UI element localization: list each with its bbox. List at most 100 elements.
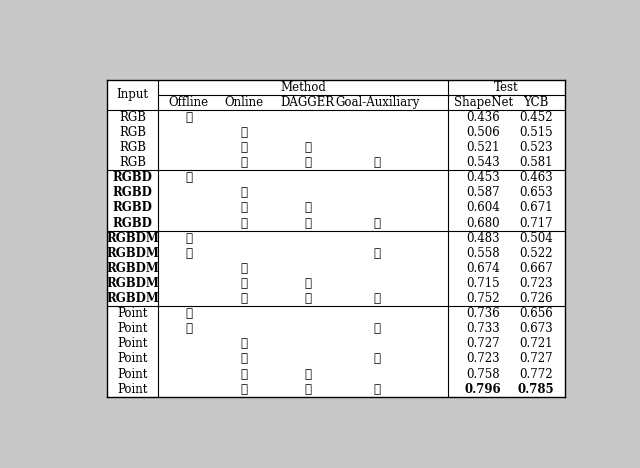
Text: ✓: ✓ <box>304 156 311 169</box>
Text: 0.452: 0.452 <box>519 111 552 124</box>
Text: 0.463: 0.463 <box>519 171 553 184</box>
Text: ✓: ✓ <box>304 201 311 214</box>
Text: ✓: ✓ <box>374 156 381 169</box>
Text: RGB: RGB <box>119 156 147 169</box>
Text: ✓: ✓ <box>240 383 247 395</box>
Text: 0.653: 0.653 <box>519 186 553 199</box>
Text: 0.721: 0.721 <box>519 337 552 351</box>
Text: ✓: ✓ <box>240 186 247 199</box>
Bar <box>108 80 565 397</box>
Text: 0.752: 0.752 <box>467 292 500 305</box>
Text: Input: Input <box>117 88 149 101</box>
Text: 0.758: 0.758 <box>467 367 500 380</box>
Text: ✓: ✓ <box>186 111 192 124</box>
Text: ✓: ✓ <box>240 126 247 139</box>
Text: 0.671: 0.671 <box>519 201 552 214</box>
Text: RGB: RGB <box>119 111 147 124</box>
Text: ✓: ✓ <box>374 383 381 395</box>
Text: ✓: ✓ <box>304 217 311 229</box>
Text: 0.587: 0.587 <box>467 186 500 199</box>
Text: 0.667: 0.667 <box>519 262 553 275</box>
Text: ✓: ✓ <box>240 201 247 214</box>
Text: 0.715: 0.715 <box>467 277 500 290</box>
Text: 0.504: 0.504 <box>519 232 553 245</box>
Text: 0.522: 0.522 <box>519 247 552 260</box>
Text: Test: Test <box>494 80 519 94</box>
Text: 0.723: 0.723 <box>467 352 500 366</box>
Text: ✓: ✓ <box>240 337 247 351</box>
Text: 0.506: 0.506 <box>467 126 500 139</box>
Text: 0.543: 0.543 <box>467 156 500 169</box>
Text: 0.736: 0.736 <box>467 307 500 320</box>
Text: RGBDM: RGBDM <box>106 292 159 305</box>
Text: RGBD: RGBD <box>113 186 153 199</box>
Text: 0.515: 0.515 <box>519 126 552 139</box>
Text: RGBDM: RGBDM <box>106 262 159 275</box>
Text: 0.436: 0.436 <box>467 111 500 124</box>
Text: RGBD: RGBD <box>113 201 153 214</box>
Text: ✓: ✓ <box>374 322 381 335</box>
Text: ✓: ✓ <box>304 141 311 154</box>
Text: RGBDM: RGBDM <box>106 247 159 260</box>
Text: Point: Point <box>118 337 148 351</box>
Text: ✓: ✓ <box>240 262 247 275</box>
Text: ✓: ✓ <box>186 232 192 245</box>
Text: 0.521: 0.521 <box>467 141 500 154</box>
Text: ✓: ✓ <box>304 292 311 305</box>
Text: DAGGER: DAGGER <box>280 96 335 109</box>
Text: 0.673: 0.673 <box>519 322 553 335</box>
Text: Online: Online <box>224 96 264 109</box>
Text: ✓: ✓ <box>240 217 247 229</box>
Text: ✓: ✓ <box>304 383 311 395</box>
Text: RGBDM: RGBDM <box>106 232 159 245</box>
Text: Point: Point <box>118 367 148 380</box>
Text: 0.604: 0.604 <box>467 201 500 214</box>
Text: RGB: RGB <box>119 141 147 154</box>
Text: Method: Method <box>280 80 326 94</box>
Text: 0.727: 0.727 <box>519 352 552 366</box>
Text: ✓: ✓ <box>186 171 192 184</box>
Text: YCB: YCB <box>523 96 548 109</box>
Text: Point: Point <box>118 352 148 366</box>
Text: ✓: ✓ <box>374 217 381 229</box>
Text: ✓: ✓ <box>240 277 247 290</box>
Text: 0.785: 0.785 <box>518 383 554 395</box>
Text: ✓: ✓ <box>186 322 192 335</box>
Text: ✓: ✓ <box>240 141 247 154</box>
Text: RGBD: RGBD <box>113 171 153 184</box>
Text: 0.680: 0.680 <box>467 217 500 229</box>
Text: ✓: ✓ <box>186 307 192 320</box>
Text: ✓: ✓ <box>240 156 247 169</box>
Text: Point: Point <box>118 383 148 395</box>
Text: 0.523: 0.523 <box>519 141 552 154</box>
Text: Point: Point <box>118 322 148 335</box>
Text: 0.483: 0.483 <box>467 232 500 245</box>
Text: ✓: ✓ <box>374 247 381 260</box>
Text: 0.727: 0.727 <box>467 337 500 351</box>
Text: RGB: RGB <box>119 126 147 139</box>
Text: 0.656: 0.656 <box>519 307 553 320</box>
Text: ✓: ✓ <box>240 292 247 305</box>
Text: 0.453: 0.453 <box>467 171 500 184</box>
Text: Point: Point <box>118 307 148 320</box>
Text: Offline: Offline <box>169 96 209 109</box>
Text: 0.772: 0.772 <box>519 367 552 380</box>
Text: ✓: ✓ <box>240 367 247 380</box>
Text: ShapeNet: ShapeNet <box>454 96 513 109</box>
Text: 0.723: 0.723 <box>519 277 552 290</box>
Text: ✓: ✓ <box>304 277 311 290</box>
Text: 0.674: 0.674 <box>467 262 500 275</box>
Text: 0.717: 0.717 <box>519 217 552 229</box>
Text: 0.796: 0.796 <box>465 383 502 395</box>
Text: ✓: ✓ <box>374 352 381 366</box>
Text: 0.726: 0.726 <box>519 292 552 305</box>
Text: 0.581: 0.581 <box>519 156 552 169</box>
Text: ✓: ✓ <box>374 292 381 305</box>
Text: RGBDM: RGBDM <box>106 277 159 290</box>
Text: 0.558: 0.558 <box>467 247 500 260</box>
Text: ✓: ✓ <box>240 352 247 366</box>
Text: RGBD: RGBD <box>113 217 153 229</box>
Text: 0.733: 0.733 <box>467 322 500 335</box>
Text: ✓: ✓ <box>304 367 311 380</box>
Text: Goal-Auxiliary: Goal-Auxiliary <box>335 96 419 109</box>
